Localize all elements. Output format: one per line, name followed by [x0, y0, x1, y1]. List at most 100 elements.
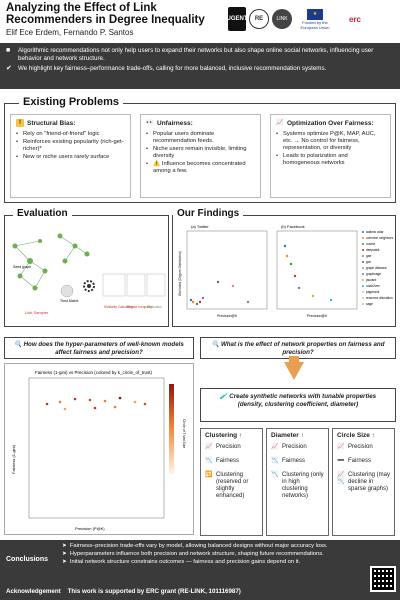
eyes-icon: 👀 [146, 120, 154, 126]
prop-item: 🔁 Clustering (reserved or slightly enhanc… [205, 472, 258, 500]
conclusion-item: ➤ Fairness–precision trade-offs vary by m… [62, 543, 352, 550]
re-logo: RE [249, 9, 269, 29]
create-synthetic-networks: 🧪 Create synthetic networks with tunable… [200, 388, 396, 422]
erc-logo: erc [338, 7, 372, 31]
poster-title: Analyzing the Effect of Link Recommender… [6, 2, 205, 26]
data-point [201, 296, 205, 300]
ugent-logo: UGENT [227, 7, 248, 31]
legend-item: gae [366, 254, 372, 258]
problem-head: Structural Bias: [27, 119, 76, 127]
link-sampler-label: Link Sampler [25, 310, 49, 315]
legend-marker [362, 291, 364, 293]
legend-item: node2vec [366, 284, 380, 288]
data-point [329, 298, 333, 302]
panel-a-axes [186, 230, 268, 310]
conclusions-label: Conclusions [6, 556, 49, 563]
magnifier-icon: 🔍 [211, 341, 221, 348]
findings-section: Our Findings (a) Twitter (b) Facebook Gi… [172, 208, 396, 327]
findings-chart: (a) Twitter (b) Facebook Gini Index (Deg… [178, 224, 394, 318]
intro-item: ✔ We highlight key fairness–performance … [6, 65, 394, 73]
findings-title: Our Findings [173, 208, 244, 219]
seed-graph-icon [12, 239, 48, 291]
evaluation-section: Evaluation Seed graph Link Sampler [4, 208, 169, 327]
legend-marker [362, 267, 364, 269]
problem-card-optimization: 📈 Optimization Over Fairness: Systems op… [270, 114, 391, 198]
legend-item: gcn [366, 260, 371, 264]
conclusion-text: Hyperparameters influence both precision… [69, 550, 324, 557]
logo-row: UGENT RE LINK ★ Funded by the European U… [227, 6, 372, 32]
prop-item-text: Precision [216, 444, 241, 450]
prop-card-clustering: Clustering ↑ 📈 Precision 📉 Fairness 🔁 Clust… [200, 428, 263, 536]
degree-label: Degree Inequality [127, 305, 152, 309]
problem-list: Systems optimize P@K, MAP, AUC, etc. → N… [276, 131, 385, 167]
data-point [297, 286, 301, 290]
legend-marker [362, 231, 364, 233]
data-point [103, 399, 107, 403]
legend-marker [362, 255, 364, 257]
seed-label: Seed graph [13, 265, 31, 269]
prop-title: Circle Size ↑ [337, 432, 375, 439]
findings-ylabel: Gini Index (Degree Distribution) [178, 251, 182, 296]
data-point [216, 280, 220, 284]
findings-xlabel-a: Precision@K [217, 314, 238, 318]
prop-item-text: Precision [348, 444, 373, 450]
legend-item: deepwalk [366, 248, 380, 252]
list-item: ⚠️ Influence becomes concentrated among … [146, 161, 255, 175]
data-point [73, 397, 77, 401]
problem-list: Rely on "friend-of-friend" logic Reinfor… [16, 131, 125, 161]
list-item: Rely on "friend-of-friend" logic [16, 131, 125, 138]
data-point [195, 302, 199, 306]
degree-box [126, 273, 146, 297]
data-point [246, 300, 250, 304]
problem-list: Popular users dominate recommendation fe… [146, 131, 255, 175]
prop-item: 📈📉 Clustering (may decline in sparse grap… [337, 472, 390, 493]
legend-marker [362, 261, 364, 263]
eu-flag-icon: ★ [307, 8, 323, 20]
link-logo: LINK [272, 9, 292, 29]
legend-item: jaccard [365, 278, 377, 282]
arrow-bullet-icon: ➤ [62, 543, 67, 549]
data-point [118, 396, 122, 400]
intro-item: ■ Algorithmic recommendations not only h… [6, 47, 394, 62]
prop-item: 📈 Precision [271, 444, 324, 451]
chart-ylabel: Fairness (1-gini) [11, 444, 16, 474]
legend-marker [362, 297, 364, 299]
legend-item: common neighbors [366, 236, 394, 240]
legend-marker [362, 285, 364, 287]
chart-xlabel: Precision (P@K) [75, 526, 105, 531]
evaluation-step-label: Evaluation [147, 305, 162, 309]
gear-icon [83, 280, 95, 292]
check-icon: ✔ [6, 65, 12, 72]
prop-item-text: Precision [282, 444, 307, 450]
ack-text: This work is supported by ERC grant (RE-… [67, 588, 241, 595]
eu-logo-text: Funded by the European Union [300, 19, 330, 30]
prop-card-diameter: Diameter ↑ 📈 Precision 📉 Fairness 📉 Cluster… [266, 428, 329, 536]
similarity-label: Similarity Calculation [104, 305, 134, 309]
question-text: What is the effect of network properties… [220, 341, 385, 356]
test-tube-icon: 🧪 [219, 393, 230, 400]
problem-card-unfairness: 👀 Unfairness: Popular users dominate rec… [140, 114, 261, 198]
prop-item-text: Fairness [282, 458, 306, 464]
prop-item: 📈 Precision [205, 444, 258, 451]
list-item: Leads to polarization and homogeneous ne… [276, 153, 385, 167]
problems-section: Existing Problems ! Structural Bias: Rel… [4, 96, 396, 203]
trend-icon: 📉 [205, 458, 213, 464]
data-point [63, 407, 67, 411]
evaluation-diagram: Seed graph Link Sampler Trust Matrix Sim… [12, 233, 166, 315]
data-point [283, 244, 287, 248]
trend-icon: 📈 [205, 444, 213, 450]
problem-head: Optimization Over Fairness: [287, 119, 374, 127]
scatter-points [45, 396, 147, 411]
problems-title: Existing Problems [19, 96, 123, 108]
qr-code-icon[interactable] [370, 566, 396, 592]
chart-title: Fairness (1-gini) vs Precision (colored … [35, 370, 153, 375]
prop-item: 📉 Fairness [205, 458, 258, 465]
findings-legend: adamic adar common neighbors cosine deep… [362, 230, 394, 306]
intro-text: We highlight key fairness–performance tr… [18, 65, 327, 72]
intro-text: Algorithmic recommendations not only hel… [18, 47, 374, 62]
legend-item: graph distance [366, 266, 387, 270]
problem-head: Unfairness: [157, 119, 193, 127]
eu-logo: ★ Funded by the European Union [295, 7, 335, 31]
data-point [113, 405, 117, 409]
prop-card-circle-size: Circle Size ↑ 📈 Precision ➖ Fairness 📈📉 Clu… [332, 428, 395, 536]
